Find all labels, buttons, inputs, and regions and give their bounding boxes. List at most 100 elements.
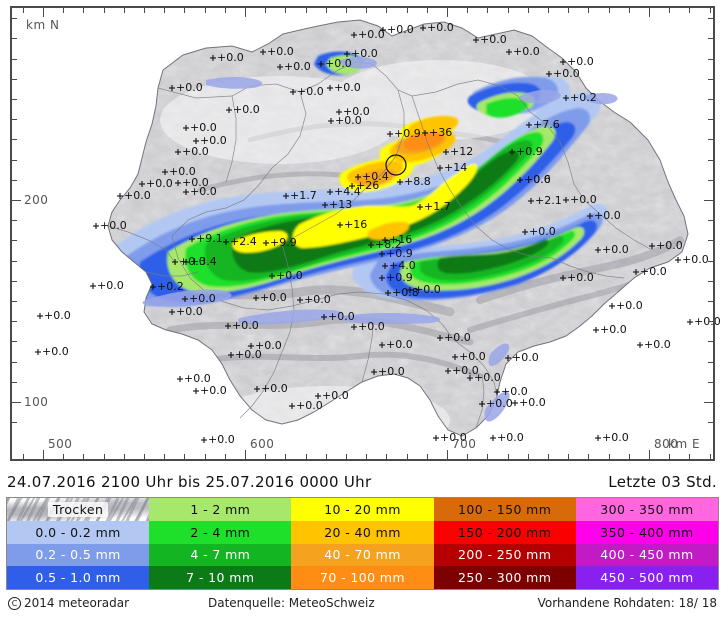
legend-cell-16: 7 - 10 mm [149, 566, 292, 589]
tick-bottom [23, 454, 24, 459]
legend-cell-label: 2 - 4 mm [190, 524, 251, 540]
legend-cell-label: 0.5 - 1.0 mm [35, 570, 121, 586]
legend-cell-label: 250 - 300 mm [458, 570, 552, 586]
tick-top [427, 8, 428, 13]
legend-cell-9: 350 - 400 mm [575, 520, 718, 544]
tick-bottom [225, 454, 226, 459]
tick-right [708, 261, 713, 262]
tick-right [708, 321, 713, 322]
tick-bottom [104, 454, 105, 459]
tick-top [710, 8, 711, 13]
legend-cell-label: 40 - 70 mm [324, 547, 401, 563]
tick-top [609, 8, 610, 13]
tick-top [346, 8, 347, 13]
map-frame-bottom [10, 459, 715, 461]
tick-bottom [467, 454, 468, 459]
tick-top [629, 8, 630, 13]
tick-bottom [548, 454, 549, 459]
tick-right [708, 362, 713, 363]
period-text: 24.07.2016 2100 Uhr bis 25.07.2016 0000 … [7, 473, 372, 491]
tick-bottom [447, 450, 448, 459]
tick-right [708, 139, 713, 140]
y-axis-label: km N [26, 18, 60, 32]
tick-bottom [427, 454, 428, 459]
tick-right [708, 281, 713, 282]
tick-bottom [124, 454, 125, 459]
legend-cell-label: 450 - 500 mm [600, 570, 694, 586]
tick-top [669, 8, 670, 13]
x-tick-label: 500 [48, 437, 73, 451]
tick-top [23, 8, 24, 13]
map-panel[interactable]: 0.00.00.00.00.00.00.00.00.00.20.00.00.00… [0, 0, 725, 470]
tick-right [708, 422, 713, 423]
legend-cell-6: 2 - 4 mm [149, 520, 292, 544]
x-tick-label: 800 [654, 437, 679, 451]
tick-top [265, 8, 266, 13]
tick-top [487, 8, 488, 13]
copyright-text: C 2014 meteoradar [8, 596, 129, 610]
legend-cell-18: 250 - 300 mm [433, 566, 576, 589]
tick-top [649, 8, 650, 17]
tick-bottom [205, 454, 206, 459]
legend-cell-1: 1 - 2 mm [149, 498, 292, 521]
tick-bottom [588, 454, 589, 459]
legend-cell-label: 350 - 400 mm [600, 524, 694, 540]
tick-left [12, 99, 17, 100]
x-axis-label: km E [668, 437, 701, 451]
legend-cell-11: 4 - 7 mm [149, 543, 292, 567]
tick-left [12, 422, 17, 423]
tick-top [386, 8, 387, 13]
tick-bottom [184, 454, 185, 459]
tick-left [12, 59, 17, 60]
tick-top [184, 8, 185, 13]
legend-cell-2: 10 - 20 mm [291, 498, 434, 521]
tick-top [306, 8, 307, 13]
tick-bottom [649, 450, 650, 459]
tick-left [12, 220, 17, 221]
tick-right [708, 38, 713, 39]
precipitation-legend: Trocken 1 - 2 mm 10 - 20 mm 100 - 150 mm 300… [6, 497, 719, 590]
tick-left [12, 382, 17, 383]
tick-top [447, 8, 448, 17]
tick-top [285, 8, 286, 13]
tick-left [12, 281, 17, 282]
tick-bottom [629, 454, 630, 459]
tick-top [467, 8, 468, 13]
tick-right [708, 301, 713, 302]
legend-cell-label: 300 - 350 mm [600, 501, 694, 517]
tick-top [689, 8, 690, 13]
legend-cell-10: 0.2 - 0.5 mm [7, 543, 150, 567]
tick-top [326, 8, 327, 13]
tick-right [708, 240, 713, 241]
tick-left [12, 139, 17, 140]
radar-site-marker [385, 154, 407, 176]
tick-bottom [407, 454, 408, 459]
tick-left [12, 402, 21, 403]
tick-bottom [83, 454, 84, 459]
lakes-layer [142, 57, 618, 422]
tick-bottom [669, 454, 670, 459]
tick-bottom [326, 454, 327, 459]
tick-bottom [63, 454, 64, 459]
tick-right [708, 180, 713, 181]
tick-left [12, 240, 17, 241]
tick-top [508, 8, 509, 13]
legend-cell-label: 4 - 7 mm [190, 547, 251, 563]
map-graphic [35, 19, 693, 443]
tick-bottom [508, 454, 509, 459]
legend-cell-19: 450 - 500 mm [575, 566, 718, 589]
tick-bottom [386, 454, 387, 459]
tick-bottom [528, 454, 529, 459]
tick-bottom [43, 450, 44, 459]
legend-cell-label: 1 - 2 mm [190, 501, 251, 517]
legend-cell-label: 10 - 20 mm [324, 501, 401, 517]
tick-bottom [306, 454, 307, 459]
tick-top [205, 8, 206, 13]
tick-bottom [689, 454, 690, 459]
time-header: 24.07.2016 2100 Uhr bis 25.07.2016 0000 … [0, 470, 725, 496]
tick-left [12, 180, 17, 181]
tick-top [164, 8, 165, 13]
legend-cell-label: 0.2 - 0.5 mm [35, 547, 121, 563]
legend-cell-label: 20 - 40 mm [324, 524, 401, 540]
